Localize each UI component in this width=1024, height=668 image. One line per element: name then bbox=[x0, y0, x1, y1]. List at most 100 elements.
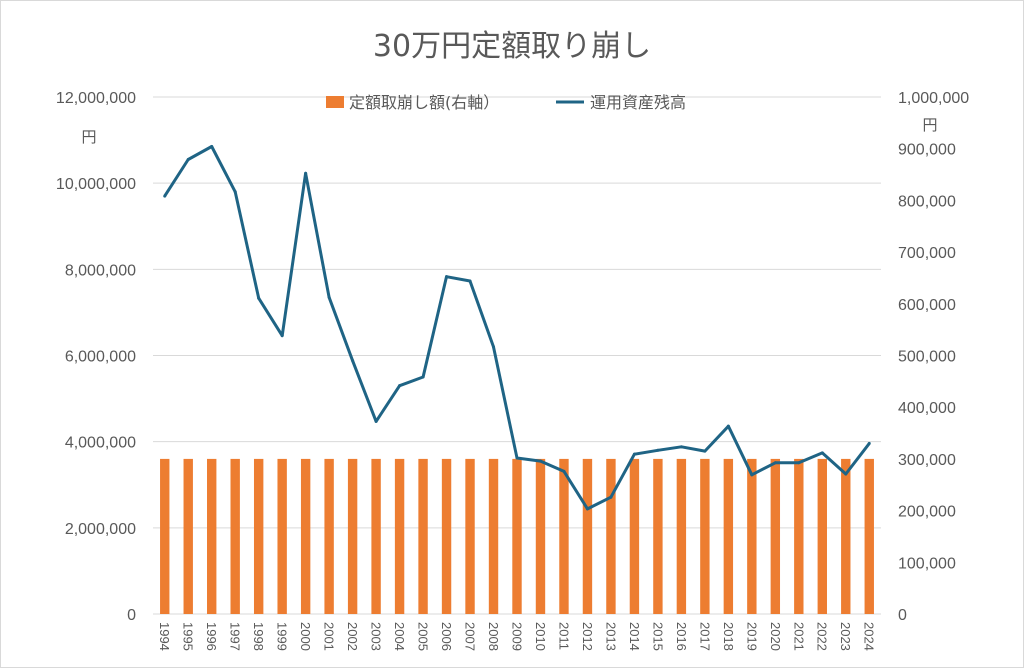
bar bbox=[300, 458, 311, 614]
line-point bbox=[233, 190, 237, 194]
right-tick-label: 900,000 bbox=[898, 142, 956, 159]
line-point bbox=[797, 461, 801, 465]
line-path bbox=[163, 145, 871, 511]
line-point bbox=[773, 461, 777, 465]
bar bbox=[676, 458, 687, 614]
x-tick-label: 2014 bbox=[627, 622, 642, 651]
x-tick-label: 2017 bbox=[697, 622, 712, 651]
line-point bbox=[538, 459, 542, 463]
legend: 定額取崩し額(右軸） 運用資産残高 bbox=[326, 93, 686, 112]
bar bbox=[747, 458, 757, 614]
bar bbox=[230, 458, 240, 614]
line-point bbox=[280, 334, 284, 338]
right-tick-label: 600,000 bbox=[898, 297, 956, 314]
line-point bbox=[492, 345, 496, 349]
x-tick-label: 2002 bbox=[345, 622, 360, 651]
bar bbox=[277, 458, 287, 614]
gridlines bbox=[153, 96, 881, 615]
bar bbox=[700, 458, 710, 614]
left-tick-label: 6,000,000 bbox=[65, 349, 136, 366]
bar bbox=[841, 458, 851, 614]
bar bbox=[488, 458, 499, 614]
left-tick-label: 2,000,000 bbox=[65, 521, 136, 538]
x-tick-label: 2022 bbox=[815, 622, 830, 651]
line-point bbox=[304, 171, 308, 175]
line-point bbox=[632, 452, 636, 456]
line-point bbox=[515, 456, 519, 460]
right-tick-label: 1,000,000 bbox=[898, 90, 969, 107]
x-tick-label: 2009 bbox=[509, 622, 524, 651]
x-tick-label: 2008 bbox=[486, 622, 501, 651]
bar bbox=[418, 458, 428, 614]
bar bbox=[347, 458, 358, 614]
x-tick-label: 2012 bbox=[580, 622, 595, 651]
line-point bbox=[679, 445, 683, 449]
x-tick-label: 2020 bbox=[768, 622, 783, 651]
x-tick-label: 2005 bbox=[416, 622, 431, 651]
bar bbox=[582, 458, 593, 614]
left-tick-label: 8,000,000 bbox=[65, 262, 136, 279]
legend-bar-label: 定額取崩し額(右軸） bbox=[349, 93, 499, 112]
line-point bbox=[398, 384, 402, 388]
line-point bbox=[844, 472, 848, 476]
bar bbox=[723, 458, 734, 614]
line-point bbox=[585, 507, 589, 511]
chart-title: 30万円定額取り崩し bbox=[373, 29, 651, 64]
right-tick-label: 700,000 bbox=[898, 245, 956, 262]
line-point bbox=[726, 424, 730, 428]
bar bbox=[794, 458, 804, 614]
x-tick-label: 2023 bbox=[838, 622, 853, 651]
bar bbox=[371, 458, 381, 614]
bar bbox=[535, 458, 546, 614]
x-tick-label: 2004 bbox=[392, 622, 407, 651]
line-point bbox=[186, 157, 190, 161]
line-point bbox=[445, 275, 449, 279]
right-tick-label: 0 bbox=[898, 607, 907, 624]
right-tick-label: 300,000 bbox=[898, 452, 956, 469]
left-tick-label: 10,000,000 bbox=[56, 176, 136, 193]
x-tick-label: 2016 bbox=[674, 622, 689, 651]
right-tick-label: 100,000 bbox=[898, 555, 956, 572]
line-point bbox=[750, 473, 754, 477]
bar bbox=[207, 458, 217, 614]
x-tick-label: 2007 bbox=[462, 622, 477, 651]
bar bbox=[653, 458, 663, 614]
x-tick-label: 2000 bbox=[298, 622, 313, 651]
line-point bbox=[820, 451, 824, 455]
bar bbox=[183, 458, 193, 614]
x-tick-label: 2006 bbox=[439, 622, 454, 651]
right-tick-label: 800,000 bbox=[898, 193, 956, 210]
line-point bbox=[468, 279, 472, 283]
line-point bbox=[374, 419, 378, 423]
line-point bbox=[351, 359, 355, 363]
line-point bbox=[210, 145, 214, 149]
left-axis-ticks: 0 2,000,000 4,000,000 6,000,000 8,000,000 10,… bbox=[56, 90, 136, 624]
x-tick-label: 2001 bbox=[322, 622, 337, 651]
line-point bbox=[656, 448, 660, 452]
x-tick-label: 2021 bbox=[791, 622, 806, 651]
right-tick-label: 500,000 bbox=[898, 349, 956, 366]
line-point bbox=[703, 449, 707, 453]
bar bbox=[253, 458, 264, 614]
left-tick-label: 0 bbox=[127, 607, 136, 624]
legend-line-label: 運用資産残高 bbox=[590, 93, 686, 112]
line-point bbox=[867, 441, 871, 445]
bar bbox=[394, 458, 405, 614]
x-tick-label: 1999 bbox=[275, 622, 290, 651]
left-axis-unit: 円 bbox=[81, 128, 96, 146]
bar-series bbox=[160, 458, 874, 614]
bar bbox=[606, 458, 616, 614]
x-tick-label: 2011 bbox=[556, 622, 571, 650]
bar bbox=[559, 458, 569, 614]
x-tick-label: 1997 bbox=[228, 622, 243, 651]
line-point bbox=[421, 375, 425, 379]
line-point bbox=[257, 296, 261, 300]
right-axis-ticks: 0 100,000 200,000 300,000 400,000 500,000 600,… bbox=[898, 90, 969, 624]
x-tick-label: 1998 bbox=[251, 622, 266, 651]
bar bbox=[864, 458, 874, 614]
line-point bbox=[562, 469, 566, 473]
x-tick-label: 2024 bbox=[862, 622, 877, 651]
line-series-layer bbox=[163, 145, 871, 511]
